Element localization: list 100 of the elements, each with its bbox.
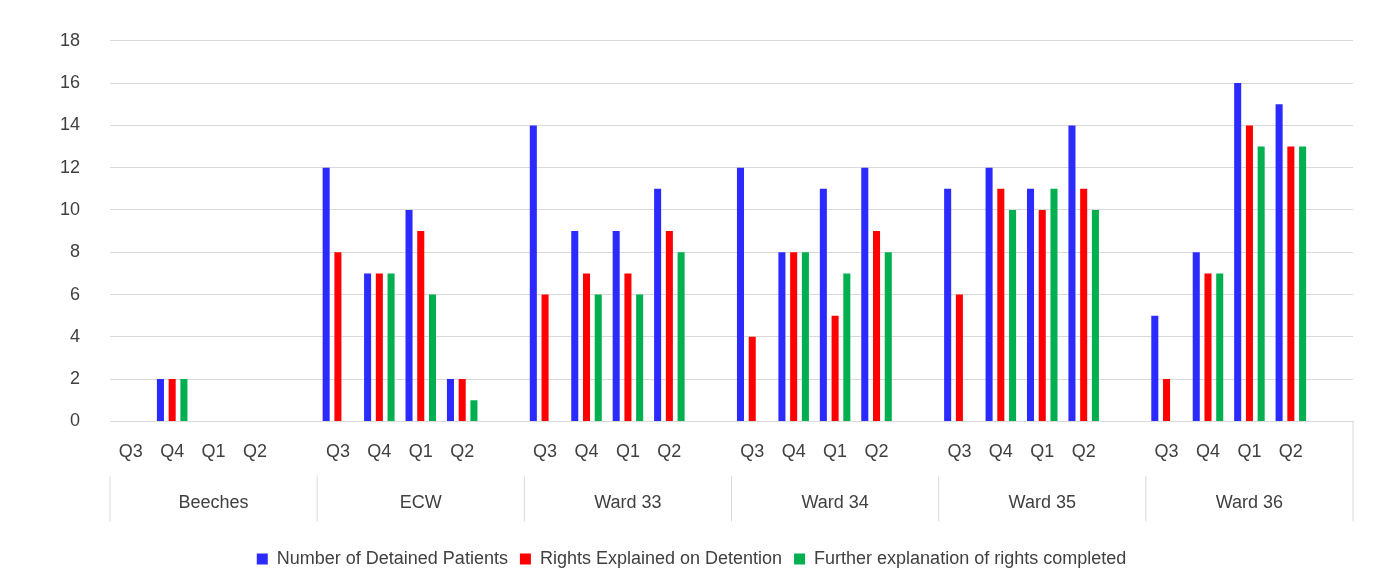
bar xyxy=(364,273,372,421)
bar xyxy=(778,252,786,421)
bar xyxy=(1287,146,1295,421)
x-tick-label: Q1 xyxy=(408,441,433,462)
text: Ward 34 xyxy=(801,492,869,513)
y-tick-label: 14 xyxy=(59,114,81,135)
text: Ward 36 xyxy=(1215,492,1284,513)
x-tick-label: Q1 xyxy=(823,441,848,462)
bar xyxy=(375,273,383,421)
bar xyxy=(1050,188,1058,421)
bar xyxy=(458,379,466,421)
bar xyxy=(156,379,164,421)
bar xyxy=(1234,83,1242,421)
bar xyxy=(334,252,342,421)
bar xyxy=(180,379,188,421)
bar xyxy=(387,273,395,421)
bar xyxy=(944,188,952,421)
bar xyxy=(446,379,454,421)
bar xyxy=(819,188,827,421)
bar xyxy=(1299,146,1307,421)
bar xyxy=(405,209,413,421)
x-tick-label: Q1 xyxy=(615,441,640,462)
bar xyxy=(571,231,579,421)
bar xyxy=(470,400,478,421)
bar xyxy=(1257,146,1265,421)
bar xyxy=(1163,379,1171,421)
bar xyxy=(843,273,851,421)
text: ECW xyxy=(399,492,442,513)
bar xyxy=(1080,188,1088,421)
x-tick-label: Q2 xyxy=(243,441,268,462)
x-tick-label: Q2 xyxy=(864,441,889,462)
bar xyxy=(997,188,1005,421)
bar xyxy=(873,231,881,421)
x-tick-label: Q4 xyxy=(1195,441,1220,462)
x-tick-label: Q1 xyxy=(1030,441,1055,462)
bar xyxy=(1068,125,1076,421)
bar xyxy=(665,231,673,421)
x-tick-label: Q1 xyxy=(1237,441,1262,462)
x-tick-label: Q1 xyxy=(201,441,226,462)
bar xyxy=(624,273,632,421)
bar xyxy=(1192,252,1200,421)
bar xyxy=(1216,273,1224,421)
x-tick-label: Q4 xyxy=(781,441,806,462)
x-tick-label: Q2 xyxy=(657,441,682,462)
x-tick-label: Q2 xyxy=(1278,441,1303,462)
bar xyxy=(1026,188,1035,421)
x-tick-label: Q3 xyxy=(533,441,558,462)
bar xyxy=(884,252,892,421)
text: Ward 35 xyxy=(1008,492,1076,513)
y-tick-label: 2 xyxy=(70,368,81,389)
x-tick-label: Q3 xyxy=(325,441,350,462)
bar xyxy=(831,315,839,421)
x-tick-label: Q4 xyxy=(160,441,185,462)
bar xyxy=(677,252,685,421)
text: Ward 33 xyxy=(594,492,662,513)
y-tick-label: 6 xyxy=(70,283,81,304)
bar xyxy=(1091,209,1099,421)
bar xyxy=(612,231,620,421)
bar xyxy=(985,167,993,421)
bar xyxy=(582,273,591,421)
bar xyxy=(736,167,745,421)
x-tick-label: Q2 xyxy=(450,441,475,462)
bar xyxy=(1275,104,1283,421)
x-tick-label: Q3 xyxy=(740,441,765,462)
x-tick-label: Q3 xyxy=(118,441,143,462)
bar xyxy=(1038,209,1046,421)
bar xyxy=(1204,273,1212,421)
x-tick-label: Q2 xyxy=(1071,441,1096,462)
bar xyxy=(955,294,963,421)
y-tick-label: 12 xyxy=(59,156,81,177)
x-tick-label: Q4 xyxy=(988,441,1013,462)
bar xyxy=(1245,125,1253,421)
bar xyxy=(861,167,869,421)
legend-label: Rights Explained on Detention xyxy=(539,547,783,568)
y-tick-label: 4 xyxy=(70,325,81,346)
bar xyxy=(1009,209,1017,421)
bar xyxy=(790,252,798,421)
bar xyxy=(801,252,809,421)
bar xyxy=(748,336,756,421)
y-tick-label: 10 xyxy=(59,198,81,219)
x-tick-label: Q4 xyxy=(367,441,392,462)
bar xyxy=(322,167,330,421)
legend-label: Number of Detained Patients xyxy=(276,547,508,568)
bar xyxy=(636,294,644,421)
bar xyxy=(594,294,602,421)
x-tick-label: Q3 xyxy=(947,441,972,462)
bar xyxy=(654,188,662,421)
x-tick-label: Q4 xyxy=(574,441,599,462)
bar xyxy=(417,231,425,421)
bar xyxy=(1151,315,1159,421)
bar xyxy=(529,125,537,421)
text: Beeches xyxy=(178,492,249,513)
bar xyxy=(428,294,437,421)
legend-label: Further explanation of rights completed xyxy=(814,547,1127,568)
bar xyxy=(541,294,549,421)
y-tick-label: 18 xyxy=(59,29,81,50)
x-tick-label: Q3 xyxy=(1154,441,1179,462)
bar xyxy=(168,379,176,421)
y-tick-label: 8 xyxy=(70,241,81,262)
y-tick-label: 16 xyxy=(59,72,81,93)
